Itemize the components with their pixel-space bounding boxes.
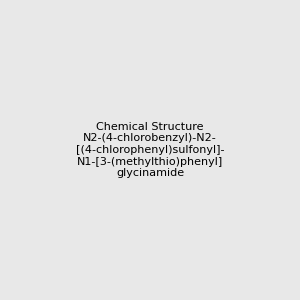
- Text: Chemical Structure
N2-(4-chlorobenzyl)-N2-
[(4-chlorophenyl)sulfonyl]-
N1-[3-(me: Chemical Structure N2-(4-chlorobenzyl)-N…: [76, 122, 224, 178]
